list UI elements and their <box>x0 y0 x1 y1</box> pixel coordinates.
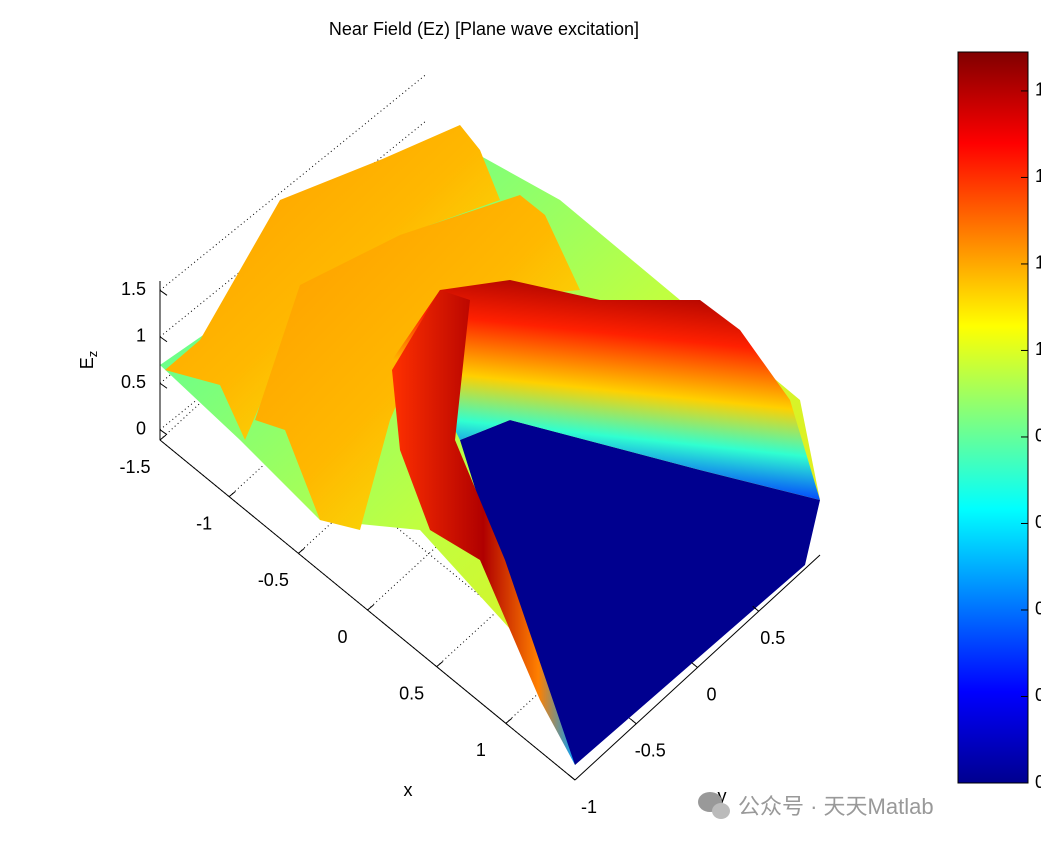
surface-blue <box>460 420 820 765</box>
grid-line <box>220 383 637 725</box>
y-tick <box>691 662 698 668</box>
surface-front <box>392 280 820 500</box>
z-axis-label-main: E <box>77 357 97 369</box>
colorbar-tick-label: 0 <box>1035 512 1041 532</box>
colorbar-tick-label: 0 <box>1035 685 1041 705</box>
z-axis-label: Ez <box>77 351 101 370</box>
surface-ridge <box>165 125 500 440</box>
x-tick <box>367 604 374 611</box>
colorbar-tick-label: 0 <box>1035 426 1041 446</box>
chart-title: Near Field (Ez) [Plane wave excitation] <box>329 19 639 39</box>
x-axis-label: x <box>404 780 413 800</box>
colorbar-tick-label: 0 <box>1035 772 1041 792</box>
y-tick <box>752 605 760 612</box>
z-tick-label: 1 <box>136 326 146 346</box>
x-tick-label: 0 <box>337 627 347 647</box>
colorbar-tick-label: 1 <box>1035 339 1041 359</box>
z-tick-label: 0.5 <box>121 372 146 392</box>
y-axis-label: y <box>718 786 727 806</box>
colorbar <box>957 51 1029 784</box>
z-tick <box>159 289 168 296</box>
x-tick <box>505 717 513 724</box>
x-tick-label: -1 <box>196 513 212 533</box>
surface <box>160 125 820 765</box>
x-tick-label: 1 <box>476 740 486 760</box>
grid-line <box>159 121 426 338</box>
z-tick <box>159 382 168 389</box>
surface-edge <box>392 290 575 765</box>
grid-line <box>159 74 426 291</box>
z-tick-label: 0 <box>136 418 146 438</box>
y-tick <box>629 718 637 725</box>
x-tick <box>228 491 236 498</box>
y-tick-label: 0 <box>706 684 716 704</box>
colorbar-tick-label: 0 <box>1035 599 1041 619</box>
z-axis-label-sub: z <box>85 351 100 358</box>
colorbar-tick-label: 1 <box>1035 253 1041 273</box>
x-tick <box>159 434 167 441</box>
colorbar-tick-label: 1 <box>1035 80 1041 100</box>
z-tick <box>159 336 168 343</box>
x-tick <box>298 547 305 554</box>
x-tick-label: -0.5 <box>258 570 289 590</box>
watermark-icon <box>712 803 730 819</box>
colorbar-tick-label: 1 <box>1035 166 1041 186</box>
x-tick-label: 0.5 <box>399 683 424 703</box>
x-tick-label: -1.5 <box>119 457 150 477</box>
y-tick <box>568 774 576 781</box>
x-tick <box>436 661 443 668</box>
watermark-text: 公众号 · 天天Matlab <box>738 794 934 819</box>
y-tick-label: 0.5 <box>760 628 785 648</box>
surface-ridge <box>255 195 580 530</box>
z-tick <box>159 429 168 436</box>
y-tick-label: -1 <box>581 797 597 817</box>
y-tick-label: -0.5 <box>635 741 666 761</box>
watermark: 公众号 · 天天Matlab <box>698 792 934 819</box>
z-tick-label: 1.5 <box>121 279 146 299</box>
